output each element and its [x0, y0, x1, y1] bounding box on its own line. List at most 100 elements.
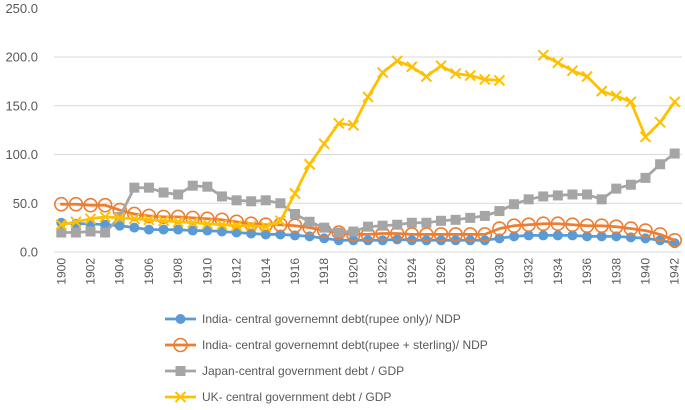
x-tick-label: 1940: [638, 258, 652, 285]
y-tick-label: 50.0: [13, 196, 38, 211]
data-point: [333, 227, 344, 238]
data-point: [509, 199, 520, 210]
data-point: [523, 230, 534, 241]
data-point: [275, 229, 286, 240]
x-tick-label: 1934: [551, 258, 565, 285]
data-point: [506, 218, 522, 233]
x-tick-label: 1906: [142, 258, 156, 285]
x-tick-label: 1922: [376, 258, 390, 285]
data-point: [304, 216, 315, 227]
data-point: [668, 96, 681, 108]
data-point: [156, 209, 171, 225]
data-point: [639, 131, 652, 143]
data-point: [465, 212, 476, 223]
data-point: [187, 225, 198, 236]
data-point: [348, 226, 359, 237]
data-point: [492, 221, 507, 236]
data-point: [406, 61, 418, 73]
data-point: [54, 196, 69, 212]
data-point: [638, 223, 653, 238]
data-point: [70, 216, 82, 228]
data-point: [550, 216, 566, 232]
data-point: [303, 158, 316, 170]
data-point: [216, 191, 227, 202]
data-point: [175, 366, 186, 376]
data-point: [669, 238, 680, 249]
data-point: [582, 189, 593, 200]
data-point: [596, 231, 607, 242]
x-tick-label: 1910: [200, 258, 214, 285]
data-point: [56, 227, 67, 238]
data-point: [521, 217, 536, 232]
data-point: [260, 195, 271, 206]
x-tick-label: 1908: [171, 258, 185, 285]
y-tick-label: 0.0: [20, 245, 38, 260]
x-tick-label: 1918: [317, 258, 331, 285]
data-point: [55, 218, 68, 231]
x-tick-label: 1930: [492, 258, 506, 285]
data-point: [287, 218, 303, 233]
x-tick-label: 1928: [463, 258, 477, 285]
data-point: [377, 220, 388, 231]
data-point: [450, 214, 461, 225]
data-point: [187, 217, 199, 229]
data-point: [552, 57, 564, 69]
data-point: [172, 216, 184, 228]
legend-item: Japan-central government debt / GDP: [165, 364, 404, 378]
data-point: [185, 210, 201, 226]
data-point: [216, 218, 228, 231]
data-point: [97, 197, 113, 213]
data-point: [579, 218, 595, 233]
data-point: [477, 227, 493, 242]
data-point: [289, 187, 301, 200]
data-point: [173, 337, 188, 353]
series-2: [54, 196, 682, 248]
legend-item: UK- central government debt / GDP: [165, 390, 391, 404]
data-point: [333, 117, 345, 130]
data-point: [667, 233, 682, 248]
series-3: [56, 148, 680, 238]
gridlines: [54, 56, 682, 253]
data-point: [464, 69, 476, 82]
data-point: [611, 231, 622, 242]
x-tick-label: 1902: [84, 258, 98, 285]
data-point: [129, 182, 140, 193]
data-point: [404, 227, 420, 242]
data-point: [318, 138, 330, 150]
data-point: [566, 64, 579, 77]
data-point: [274, 215, 287, 227]
data-point: [173, 189, 184, 200]
data-point: [214, 212, 230, 228]
legend-label: India- central governemnt debt(rupee onl…: [202, 312, 461, 326]
data-point: [158, 187, 169, 198]
data-point: [200, 211, 215, 227]
data-point: [201, 218, 214, 230]
data-point: [479, 73, 491, 86]
data-point: [595, 85, 608, 97]
data-point: [392, 219, 403, 230]
legend-label: India- central governemnt debt(rupee + s…: [202, 338, 488, 352]
data-point: [494, 206, 505, 217]
data-point: [114, 220, 125, 231]
data-point: [143, 224, 154, 235]
y-tick-label-top: 250.0: [5, 1, 38, 16]
data-point: [246, 228, 257, 239]
data-point: [596, 194, 607, 205]
data-point: [582, 231, 593, 242]
data-point: [362, 91, 374, 103]
data-point: [640, 233, 651, 244]
data-point: [128, 213, 141, 225]
data-point: [319, 222, 330, 233]
y-tick-label: 200.0: [5, 50, 38, 65]
data-point: [231, 195, 242, 206]
data-point: [552, 190, 563, 201]
data-point: [406, 217, 417, 228]
data-point: [610, 90, 622, 102]
data-point: [289, 230, 300, 241]
data-point: [260, 220, 272, 233]
x-tick-label: 1900: [54, 258, 68, 285]
x-tick-label: 1924: [405, 258, 419, 285]
legend-item: India- central governemnt debt(rupee onl…: [165, 312, 461, 326]
